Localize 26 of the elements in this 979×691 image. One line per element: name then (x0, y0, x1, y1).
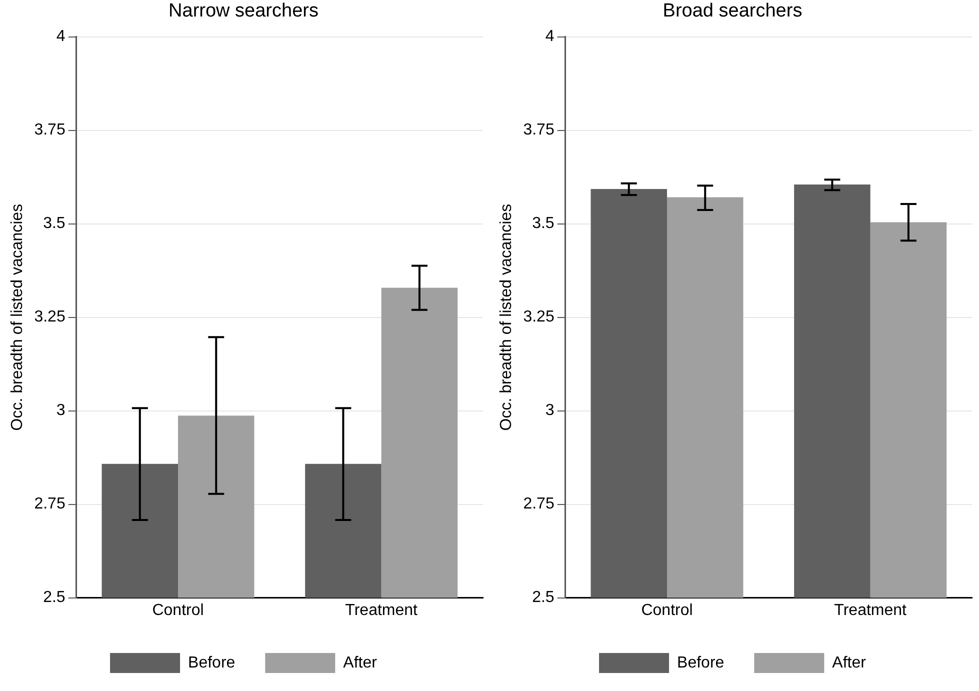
y-tick-label: 3 (545, 402, 554, 420)
y-axis-title: Occ. breadth of listed vacancies (9, 204, 26, 431)
y-tick-label: 4 (545, 28, 554, 46)
y-tick-label: 3.25 (34, 308, 66, 326)
y-tick-label: 3.5 (532, 215, 554, 232)
legend-label: Before (188, 654, 236, 672)
legend-label: After (832, 654, 867, 672)
legend-label: Before (677, 654, 724, 672)
y-tick-label: 4 (56, 28, 66, 46)
y-tick-label: 3.75 (523, 122, 554, 139)
y-tick-label: 3 (56, 402, 66, 420)
x-tick-label: Control (152, 602, 204, 619)
y-axis-title: Occ. breadth of listed vacancies (498, 204, 516, 431)
chart-title: Broad searchers (662, 0, 802, 22)
x-tick-label: Treatment (345, 602, 418, 619)
chart-title: Narrow searchers (168, 0, 318, 22)
y-tick-label: 2.75 (523, 496, 554, 513)
y-tick-label: 2.75 (34, 496, 66, 513)
legend-label: After (343, 654, 378, 672)
x-tick-label: Treatment (834, 602, 908, 619)
y-tick-label: 3.75 (34, 122, 66, 139)
y-tick-label: 2.5 (532, 589, 554, 606)
y-tick-label: 2.5 (43, 589, 66, 606)
y-tick-label: 3.5 (43, 215, 66, 232)
y-tick-label: 3.25 (523, 308, 554, 326)
x-tick-label: Control (641, 602, 693, 619)
